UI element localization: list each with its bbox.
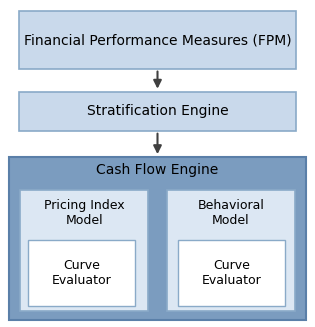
FancyBboxPatch shape [28,240,135,306]
FancyBboxPatch shape [9,157,306,320]
Text: Cash Flow Engine: Cash Flow Engine [96,163,219,177]
FancyBboxPatch shape [20,190,148,311]
Text: Pricing Index
Model: Pricing Index Model [44,198,124,227]
FancyBboxPatch shape [19,92,296,131]
FancyBboxPatch shape [167,190,295,311]
FancyBboxPatch shape [178,240,285,306]
FancyBboxPatch shape [19,11,296,69]
Text: Stratification Engine: Stratification Engine [87,104,228,118]
Text: Curve
Evaluator: Curve Evaluator [52,259,112,287]
Text: Curve
Evaluator: Curve Evaluator [202,259,261,287]
Text: Behavioral
Model: Behavioral Model [197,198,264,227]
Text: Financial Performance Measures (FPM): Financial Performance Measures (FPM) [24,33,291,47]
